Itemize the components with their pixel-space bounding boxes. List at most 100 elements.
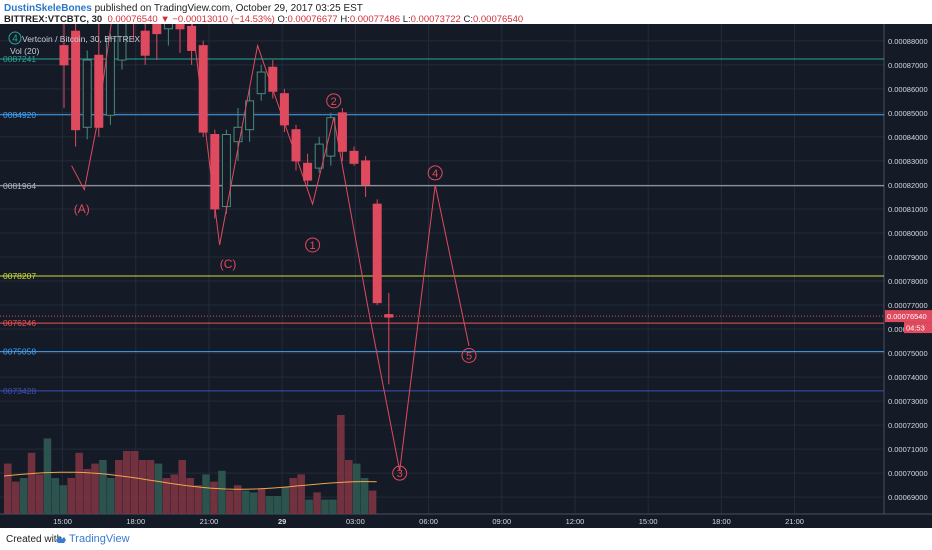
candle-body: [233, 126, 243, 143]
wave-label: (A): [74, 202, 90, 216]
wave-label-circle: [392, 465, 408, 481]
published-text: published on TradingView.com, October 29…: [91, 3, 363, 14]
open-value: 0.00076677: [287, 14, 338, 25]
volume-bar: [368, 490, 377, 514]
symbol-label: BITTREX:VTCBTC, 30: [4, 14, 103, 25]
y-tick-label: 0.00075000: [888, 349, 928, 358]
candle-body: [198, 45, 208, 133]
volume-bar: [122, 451, 131, 514]
x-tick-label: 09:00: [492, 517, 511, 526]
countdown-label: 04:53: [906, 324, 925, 333]
legend-badge-circle: [8, 31, 22, 45]
volume-ma-line: [3, 471, 377, 490]
low-value: 0.00073722: [410, 14, 461, 25]
y-tick-label: 0.00084000: [888, 133, 928, 142]
volume-bar: [233, 485, 242, 514]
price-chart[interactable]: 0.00088000 0.00087000 0.00086000 0.00085000…: [0, 24, 932, 528]
high-value: 0.00077486: [349, 14, 401, 25]
change-label: ▼ −0.00013010 (−14.53%): [160, 14, 275, 25]
level-label: 0075058: [3, 347, 36, 357]
y-tick-label: 0.00073000: [888, 397, 928, 406]
volume-bar: [146, 460, 155, 514]
volume-bar: [115, 460, 123, 514]
level-label: 0087241: [3, 54, 36, 64]
close-label: C:: [463, 14, 473, 25]
x-tick-label: 15:00: [53, 517, 72, 526]
candle-body: [268, 66, 278, 92]
volume-bar: [218, 470, 226, 514]
volume-bar: [273, 496, 282, 514]
volume-bar: [11, 481, 20, 514]
volume-bar: [19, 478, 28, 514]
volume-bar: [241, 490, 250, 514]
x-tick-label: 18:00: [712, 517, 731, 526]
volume-legend: Vol (20): [10, 46, 39, 56]
last-price-label: 0.00076540: [887, 312, 927, 321]
y-tick-label: 0.00086000: [888, 85, 928, 94]
volume-bar: [162, 478, 171, 514]
candle-body: [59, 45, 69, 66]
wave-label: 5: [466, 350, 472, 362]
y-tick-label: 0.00069000: [888, 493, 928, 502]
open-label: O:: [277, 14, 288, 25]
countdown-tag: [904, 322, 932, 334]
volume-bar: [170, 474, 179, 514]
close-value: 0.00076540: [472, 14, 524, 25]
volume-bar: [83, 469, 91, 514]
candle-body: [256, 71, 266, 95]
wave-label: 4: [432, 168, 438, 180]
level-label: 0073428: [3, 386, 36, 396]
candle-body: [152, 24, 162, 35]
x-tick-label: 06:00: [419, 517, 438, 526]
wave-label-circle: [427, 165, 443, 181]
volume-bar: [265, 496, 274, 514]
series-legend: Vertcoin / Bitcoin, 30, BITTREX: [22, 34, 140, 44]
y-tick-label: 0.00085000: [888, 109, 928, 118]
volume-bar: [297, 474, 305, 514]
low-label: L:: [402, 14, 411, 25]
candle-body: [326, 117, 336, 157]
tradingview-brand[interactable]: TradingView: [69, 533, 130, 545]
volume-bar: [281, 487, 290, 514]
volume-bar: [43, 438, 52, 514]
candle-body: [105, 37, 115, 116]
candle-body: [303, 162, 313, 181]
wave-label: (C): [220, 257, 237, 271]
candle-body: [71, 30, 81, 131]
ohlc-line: BITTREX:VTCBTC, 30 0.00076540 ▼ −0.00013…: [4, 14, 523, 25]
x-tick-label: 03:00: [346, 517, 365, 526]
y-tick-label: 0.00074000: [888, 373, 928, 382]
candle-body: [314, 143, 324, 169]
volume-bar: [305, 499, 313, 514]
chart-header: DustinSkeleBones published on TradingVie…: [0, 0, 932, 25]
level-label: 0078207: [3, 271, 36, 281]
author-link[interactable]: DustinSkeleBones: [4, 3, 92, 14]
y-tick-label: 0.00080000: [888, 229, 928, 238]
elliott-wave-path: [71, 24, 470, 471]
level-label: 0076246: [3, 318, 36, 328]
candle-body: [163, 24, 173, 30]
candle-body: [279, 93, 289, 126]
y-tick-label: 0.00082000: [888, 181, 928, 190]
volume-bar: [154, 463, 163, 514]
volume-bar: [226, 490, 234, 514]
volume-bar: [51, 478, 60, 514]
candle-body: [349, 150, 359, 164]
candle-body: [372, 203, 382, 304]
candle-body: [361, 160, 371, 186]
wave-label: 2: [331, 96, 337, 108]
volume-bar: [178, 460, 187, 514]
x-tick-label: 21:00: [200, 517, 219, 526]
wave-label: 3: [397, 468, 403, 480]
volume-bar: [249, 492, 258, 514]
volume-bar: [210, 481, 218, 514]
volume-bar: [91, 463, 99, 514]
candle-body: [94, 54, 104, 128]
legend-badge-label: 4: [12, 34, 18, 45]
y-tick-label: 0.00071000: [888, 445, 928, 454]
volume-bar: [59, 485, 68, 514]
candle-body: [175, 24, 185, 30]
x-tick-label: 21:00: [785, 517, 804, 526]
y-tick-label: 0.00072000: [888, 421, 928, 430]
wave-label-circle: [461, 347, 477, 363]
